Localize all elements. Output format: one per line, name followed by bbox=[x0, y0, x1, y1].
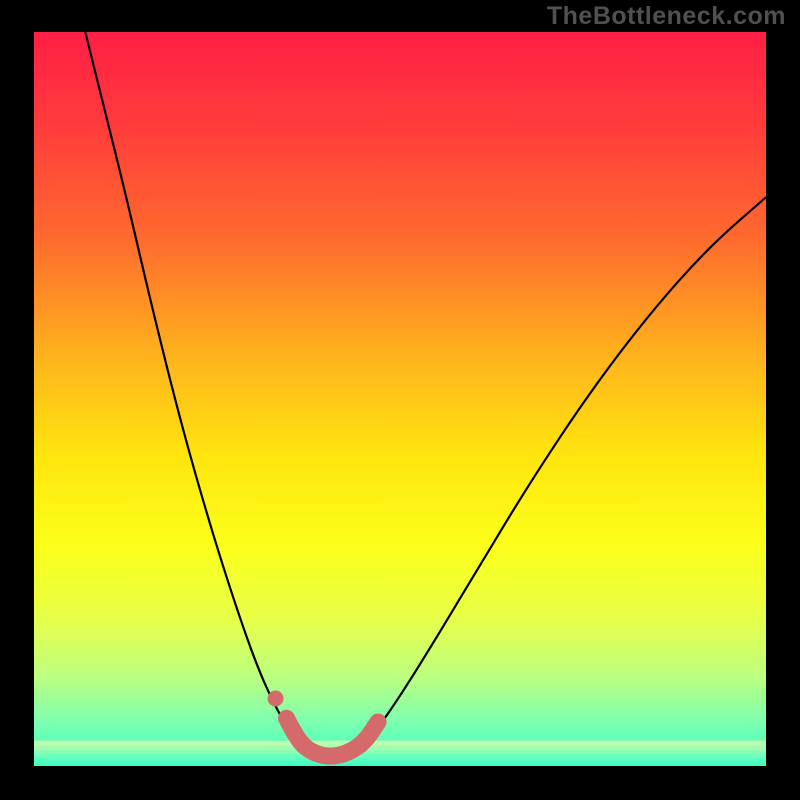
plot-area bbox=[34, 32, 766, 766]
chart-svg bbox=[34, 32, 766, 766]
gradient-background bbox=[34, 32, 766, 766]
valley-highlight-dot bbox=[268, 690, 284, 706]
outer-frame: TheBottleneck.com bbox=[0, 0, 800, 800]
watermark-text: TheBottleneck.com bbox=[547, 2, 786, 31]
